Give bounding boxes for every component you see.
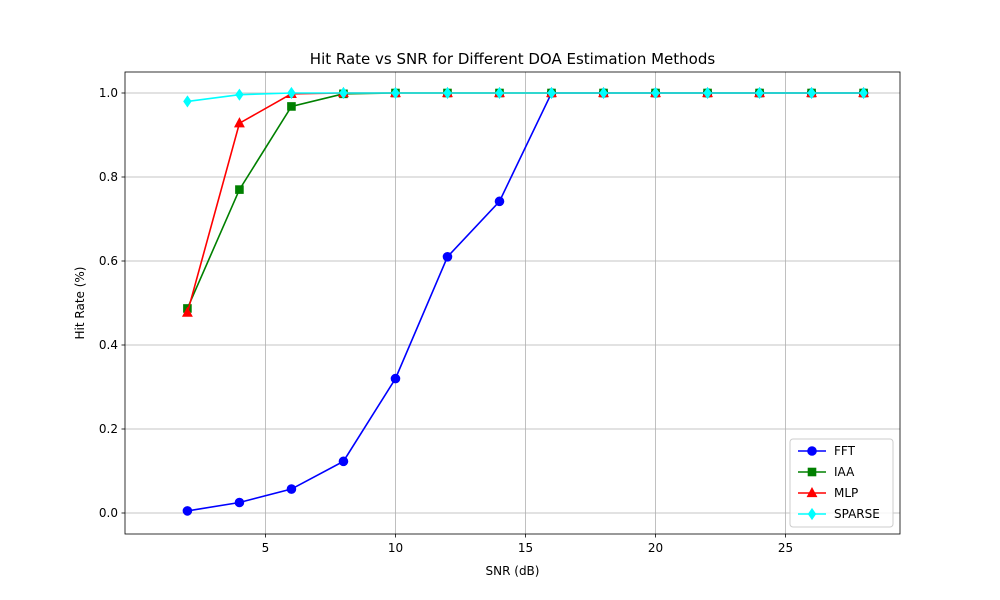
x-tick-label: 25: [778, 541, 793, 555]
data-point-sparse: [339, 86, 348, 100]
data-point-sparse: [235, 88, 244, 101]
data-point-sparse: [495, 86, 504, 100]
data-point-fft: [390, 373, 401, 384]
data-point-sparse: [391, 86, 400, 100]
y-tick-label: 0.0: [99, 506, 118, 520]
y-tick-label: 1.0: [99, 86, 118, 100]
y-tick-label: 0.2: [99, 422, 118, 436]
data-point-fft: [338, 456, 349, 467]
data-point-mlp: [181, 306, 193, 317]
legend-label: FFT: [834, 444, 856, 458]
x-tick-label: 20: [648, 541, 663, 555]
y-tick-label: 0.6: [99, 254, 118, 268]
x-tick-label: 5: [262, 541, 270, 555]
data-point-sparse: [183, 95, 192, 108]
legend-label: SPARSE: [834, 507, 880, 521]
y-tick-label: 0.4: [99, 338, 118, 352]
legend-label: IAA: [834, 465, 855, 479]
legend-marker: [807, 467, 817, 477]
data-point-sparse: [599, 86, 608, 100]
series-layer: [181, 86, 870, 516]
legend-box: [789, 438, 894, 528]
data-point-sparse: [807, 86, 816, 100]
chart-title: Hit Rate vs SNR for Different DOA Estima…: [310, 50, 716, 68]
data-point-fft: [234, 497, 245, 508]
legend-label: MLP: [834, 486, 858, 500]
data-point-sparse: [651, 86, 660, 100]
data-point-iaa: [235, 185, 244, 194]
series-line-sparse: [187, 92, 864, 103]
x-tick-label: 15: [518, 541, 533, 555]
y-axis-label: Hit Rate (%): [73, 267, 87, 340]
plot-frame: [124, 71, 901, 535]
y-tick-label: 0.8: [99, 170, 118, 184]
data-point-fft: [494, 196, 505, 207]
data-point-sparse: [547, 86, 556, 100]
legend: FFT IAA MLP SPARSE: [789, 438, 894, 528]
data-point-fft: [286, 484, 297, 494]
x-axis-label: SNR (dB): [486, 564, 540, 578]
legend-item-sparse: SPARSE: [798, 507, 880, 521]
legend-marker: [807, 446, 817, 456]
data-point-sparse: [859, 86, 868, 100]
data-point-iaa: [287, 102, 296, 111]
legend-item-iaa: IAA: [798, 465, 855, 479]
series-sparse: [183, 86, 868, 108]
legend-item-fft: FFT: [798, 444, 856, 458]
legend-item-mlp: MLP: [798, 486, 858, 500]
x-tick-label: 10: [388, 541, 403, 555]
data-point-sparse: [443, 86, 452, 100]
data-point-mlp: [233, 117, 245, 128]
plot-area: [125, 72, 900, 534]
legend-marker: [806, 486, 818, 498]
data-point-fft: [182, 506, 193, 516]
data-point-sparse: [287, 86, 296, 100]
data-point-fft: [442, 251, 453, 262]
data-point-sparse: [755, 86, 764, 100]
ticks: 5 10 15 20 25 0.0 0.2 0.4 0.6 0.8 1.0: [99, 86, 793, 555]
data-point-sparse: [703, 86, 712, 100]
legend-marker: [807, 507, 817, 521]
